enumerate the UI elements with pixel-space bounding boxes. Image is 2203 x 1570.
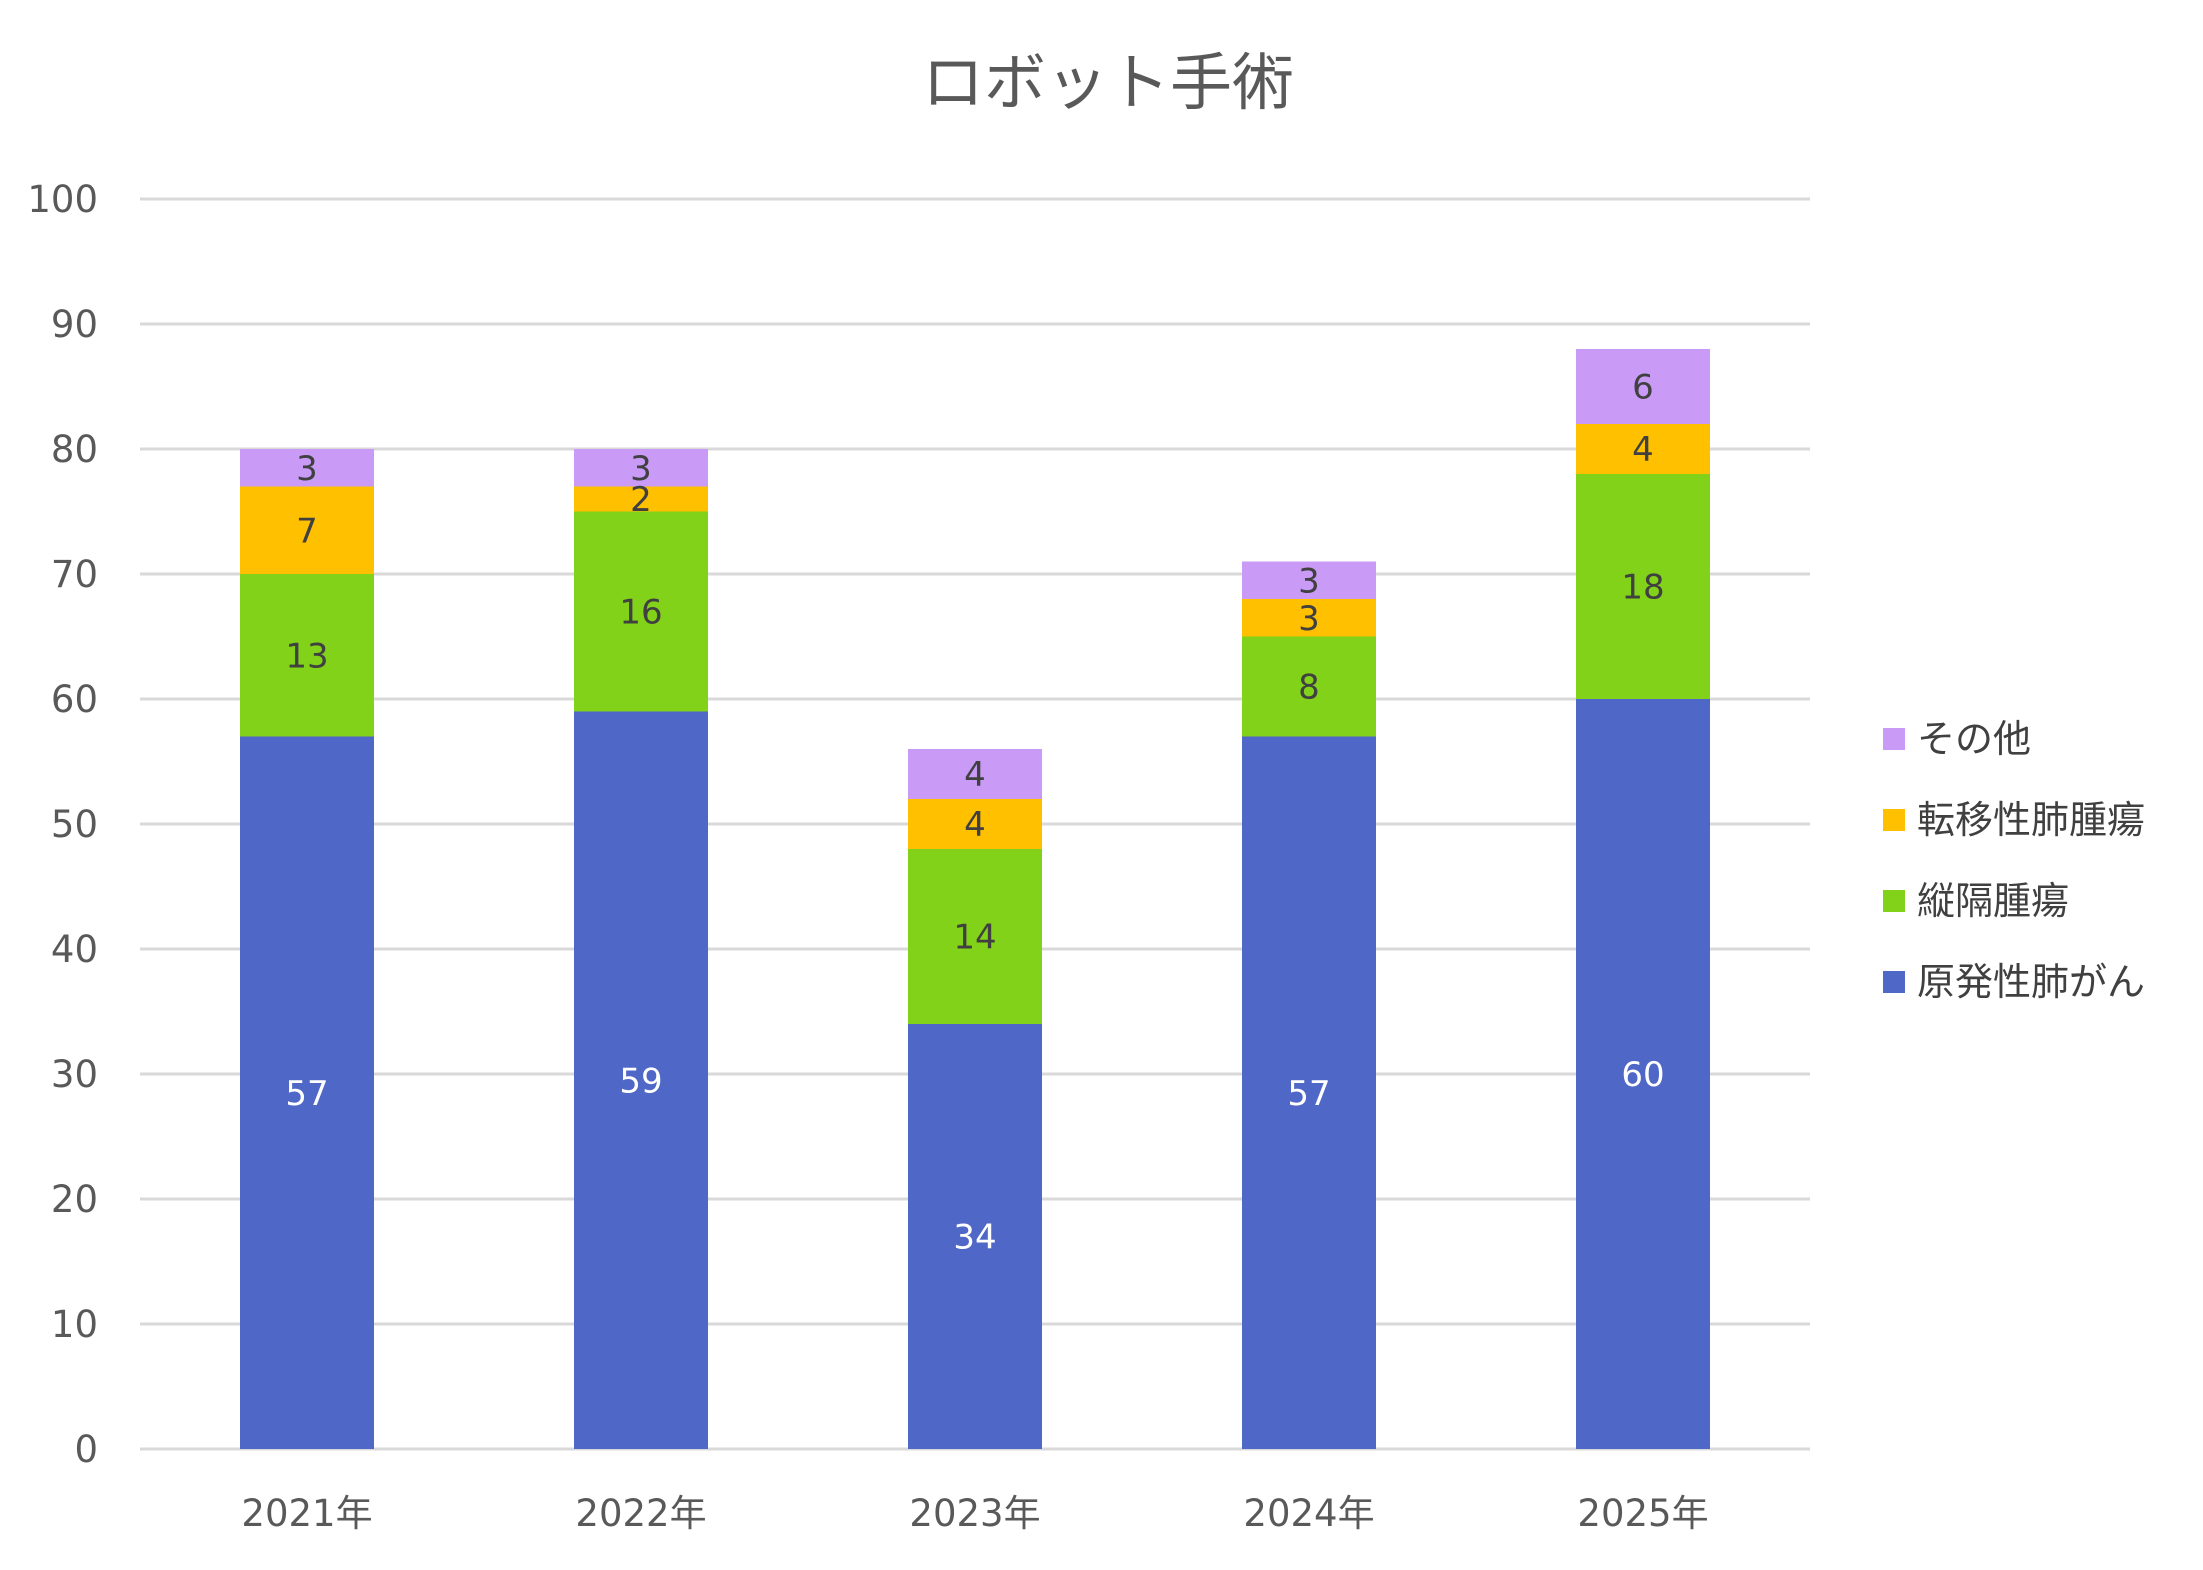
bar-segment <box>1576 424 1710 474</box>
legend-label: 原発性肺がん <box>1917 960 2145 1004</box>
bar-segment <box>240 449 374 487</box>
data-label: 7 <box>296 511 318 551</box>
y-tick-label: 100 <box>27 178 98 221</box>
data-label: 14 <box>953 918 996 958</box>
data-label: 3 <box>1298 561 1320 601</box>
data-label: 4 <box>1632 430 1654 470</box>
bar-segment <box>240 736 374 1449</box>
x-tick-label: 2021年 <box>241 1492 372 1535</box>
bar-segment <box>908 799 1042 849</box>
data-label: 13 <box>285 636 328 676</box>
data-label: 59 <box>619 1061 662 1101</box>
bar-segment <box>908 749 1042 799</box>
bar-segment <box>908 1024 1042 1449</box>
y-tick-label: 30 <box>51 1053 98 1096</box>
legend-label: 転移性肺腫瘍 <box>1917 798 2145 842</box>
legend-swatch <box>1883 971 1905 993</box>
chart-title: ロボット手術 <box>922 46 1294 119</box>
y-tick-label: 50 <box>51 803 98 846</box>
x-tick-label: 2023年 <box>909 1492 1040 1535</box>
data-label: 34 <box>953 1218 996 1258</box>
data-label: 8 <box>1298 668 1320 708</box>
data-label: 6 <box>1632 368 1654 408</box>
x-tick-label: 2022年 <box>575 1492 706 1535</box>
bar-segment <box>1242 636 1376 737</box>
y-tick-label: 90 <box>51 303 98 346</box>
bar-segment <box>574 486 708 512</box>
bar-segment <box>1242 599 1376 637</box>
y-tick-label: 70 <box>51 553 98 596</box>
y-tick-label: 0 <box>74 1428 98 1471</box>
x-axis-ticks: 2021年 2022年 2023年 2024年 2025年 <box>241 1492 1708 1535</box>
bar-segment <box>1242 561 1376 599</box>
legend-label: 縦隔腫瘍 <box>1917 879 2069 923</box>
bar-segment <box>574 511 708 712</box>
bar-segment <box>1576 349 1710 424</box>
y-axis-ticks: 0 10 20 30 40 50 60 70 80 90 100 <box>27 178 98 1471</box>
legend-swatch <box>1883 809 1905 831</box>
x-tick-label: 2024年 <box>1243 1492 1374 1535</box>
y-tick-label: 10 <box>51 1303 98 1346</box>
data-label: 3 <box>296 449 318 489</box>
data-label: 18 <box>1621 568 1664 608</box>
data-label: 57 <box>1287 1074 1330 1114</box>
y-tick-label: 80 <box>51 428 98 471</box>
bar-segment <box>240 486 374 574</box>
data-label: 16 <box>619 593 662 633</box>
bar-segment <box>240 574 374 737</box>
bar-segment <box>1576 474 1710 699</box>
y-tick-label: 20 <box>51 1178 98 1221</box>
y-tick-label: 60 <box>51 678 98 721</box>
data-label: 2 <box>630 480 652 520</box>
data-label: 57 <box>285 1074 328 1114</box>
bars <box>240 349 1710 1449</box>
bar-segment <box>574 449 708 487</box>
data-label: 3 <box>1298 599 1320 639</box>
data-label: 60 <box>1621 1055 1664 1095</box>
y-tick-label: 40 <box>51 928 98 971</box>
legend-label: その他 <box>1917 717 2031 761</box>
bar-segment <box>574 711 708 1449</box>
x-tick-label: 2025年 <box>1577 1492 1708 1535</box>
data-label: 3 <box>630 449 652 489</box>
bar-segment <box>1576 699 1710 1449</box>
legend-swatch <box>1883 728 1905 750</box>
bar-segment <box>908 849 1042 1024</box>
bar-segment <box>1242 736 1376 1449</box>
legend-swatch <box>1883 890 1905 912</box>
data-label: 4 <box>964 755 986 795</box>
data-label: 4 <box>964 805 986 845</box>
